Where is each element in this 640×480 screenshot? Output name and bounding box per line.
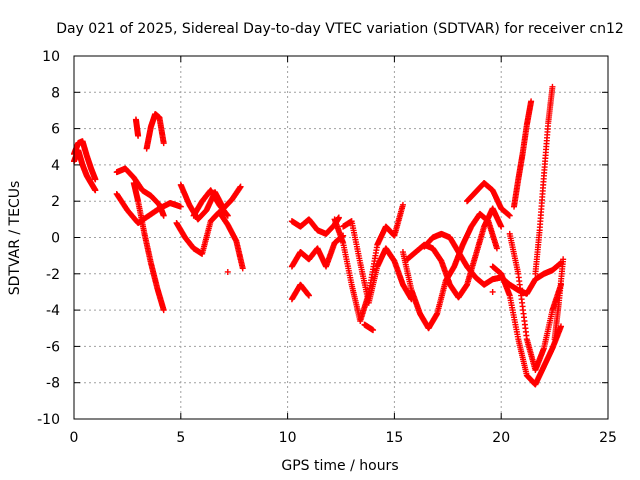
series-s26 [551, 256, 567, 343]
data-point-marker [335, 214, 342, 221]
y-tick-label: -2 [46, 267, 60, 283]
series-s10 [190, 187, 231, 219]
y-tick-label: 0 [51, 231, 60, 247]
data-point-marker [160, 140, 167, 147]
data-point-marker [135, 132, 142, 139]
x-tick-labels: 0 5 10 15 20 25 [70, 430, 617, 446]
y-tick-label: 10 [42, 49, 60, 65]
series-s23 [506, 230, 565, 373]
data-point-marker [370, 327, 377, 334]
chart-title: Day 021 of 2025, Sidereal Day-to-day VTE… [56, 21, 624, 37]
series-s4 [113, 190, 184, 226]
y-tick-label: 2 [51, 194, 60, 210]
data-point-marker [493, 245, 500, 252]
y-axis-label: SDTVAR / TECUs [7, 181, 23, 296]
data-point-marker [560, 256, 567, 263]
series-s16 [340, 218, 415, 306]
x-tick-label: 15 [385, 430, 403, 446]
series-s11 [224, 268, 231, 275]
series-s18 [399, 210, 500, 332]
data-point-marker [160, 307, 167, 314]
series-s21 [464, 180, 513, 219]
y-tick-label: -4 [46, 303, 60, 319]
x-tick-label: 5 [176, 430, 185, 446]
y-tick-label: 8 [51, 85, 60, 101]
series-s27 [489, 288, 496, 295]
series-s17 [361, 321, 377, 334]
series-s15 [331, 201, 406, 324]
x-tick-label: 20 [492, 430, 510, 446]
data-point-marker [549, 83, 556, 90]
y-tick-label: -6 [46, 339, 60, 355]
series-s6 [132, 116, 142, 139]
data-point-marker [305, 292, 312, 299]
x-tick-label: 0 [70, 430, 79, 446]
series-s22 [489, 263, 565, 388]
series-s25 [532, 83, 556, 277]
data-point-marker [92, 187, 99, 194]
data-point-marker [177, 203, 184, 210]
axis-ticks [73, 55, 609, 420]
y-tick-label: 6 [51, 122, 60, 138]
data-point-marker [498, 223, 505, 230]
data-point-marker [224, 212, 231, 219]
data-series [71, 83, 567, 388]
y-tick-label: -8 [46, 376, 60, 392]
data-point-marker [92, 176, 99, 183]
data-point-marker [237, 183, 244, 190]
data-point-marker [528, 98, 535, 105]
data-point-marker [160, 212, 167, 219]
series-s2 [71, 138, 99, 183]
data-point-marker [224, 268, 231, 275]
x-tick-label: 25 [599, 430, 617, 446]
data-point-marker [399, 201, 406, 208]
data-point-marker [239, 265, 246, 272]
series-s3 [113, 165, 167, 219]
data-point-marker [489, 288, 496, 295]
x-tick-label: 10 [279, 430, 297, 446]
x-axis-label: GPS time / hours [281, 458, 398, 474]
series-s13 [288, 232, 347, 270]
y-tick-label: 4 [51, 158, 60, 174]
series-s14 [288, 281, 312, 303]
y-tick-labels: -10 -8 -6 -4 -2 0 2 4 6 8 10 [37, 49, 60, 428]
series-s7 [143, 111, 167, 152]
y-tick-label: -10 [37, 412, 60, 428]
series-s5 [130, 180, 167, 314]
series-s24 [511, 98, 535, 210]
data-point-marker [506, 212, 513, 219]
series-s9 [173, 209, 246, 272]
